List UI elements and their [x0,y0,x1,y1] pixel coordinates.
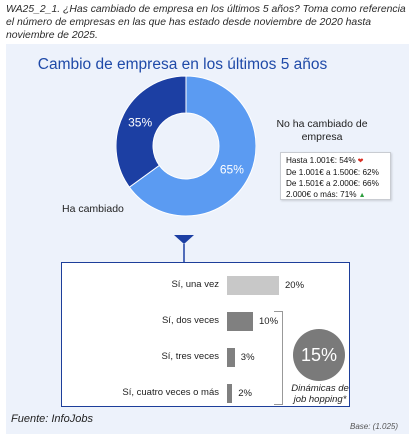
label-no-ha-cambiado: No ha cambiado de empresa [276,118,368,143]
chart-title: Cambio de empresa en los últimos 5 años [37,56,328,73]
question-text: WA25_2_1. ¿Has cambiado de empresa en lo… [6,4,406,41]
tooltip-row: Hasta 1.001€: 54% ❤ [286,156,364,165]
job-hopping-circle: 15% [293,329,345,381]
slice-value-label: 65% [220,162,244,176]
base-text: Base: (1.025) [350,422,399,431]
bar-value-label: 10% [259,316,279,327]
slice-value-label: 35% [128,116,152,130]
bar [227,276,279,295]
donut-slice [116,75,187,188]
bar [227,348,235,367]
bar-category-label: Sí, una vez [171,279,219,290]
bar-value-label: 20% [285,280,305,291]
bracket [274,311,283,405]
job-hopping-caption: Dinámicas de job hopping* [291,383,349,405]
donut-slice [128,75,256,217]
donut-chart: 65% 35% [116,75,256,217]
red-down-arrow-icon: ❤ [357,158,364,165]
label-ha-cambiado: Ha cambiado [62,203,124,215]
source-text: Fuente: InfoJobs [11,413,93,425]
connector-arrow [174,235,194,263]
tooltip-row: 2.000€ o más: 71% ▲ [286,190,366,199]
green-up-arrow-icon: ▲ [358,192,366,199]
bar-category-label: Sí, dos veces [161,315,219,326]
bar [227,312,253,331]
tooltip-row: De 1.501€ a 2.000€: 66% [286,179,379,188]
bar [227,384,233,403]
tooltip-row: De 1.001€ a 1.500€: 62% [286,168,379,177]
bar-value-label: 3% [240,352,255,363]
bar-category-label: Sí, tres veces [161,351,219,362]
bar-category-label: Sí, cuatro veces o más [122,387,219,398]
bar-value-label: 2% [238,388,252,399]
salary-tooltip: Hasta 1.001€: 54% ❤ De 1.001€ a 1.500€: 6… [280,152,391,200]
